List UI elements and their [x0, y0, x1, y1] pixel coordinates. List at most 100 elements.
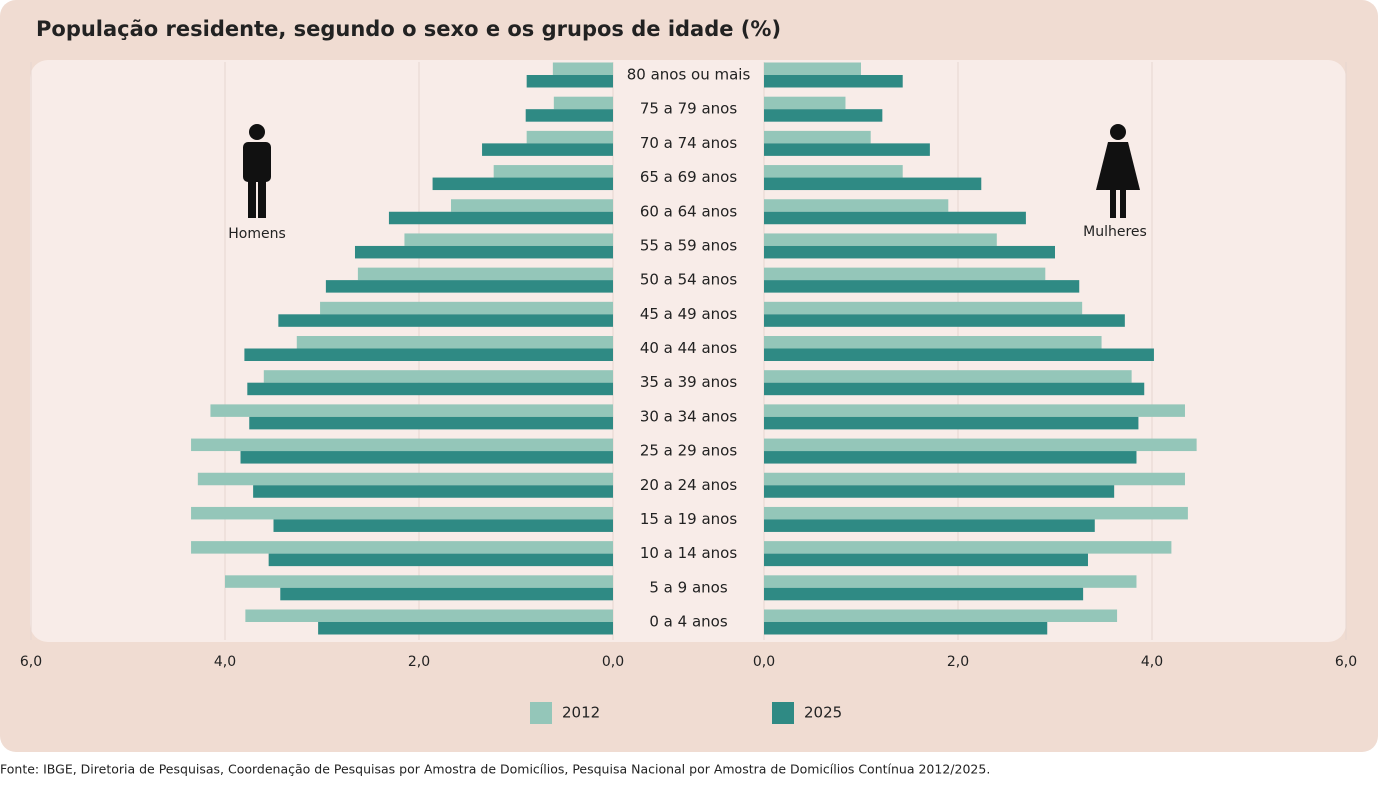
category-label: 5 a 9 anos — [649, 578, 727, 596]
bar — [764, 62, 861, 75]
bar — [764, 143, 930, 156]
bar — [318, 622, 613, 635]
bar — [764, 314, 1125, 327]
panel-label: Mulheres — [1083, 224, 1147, 240]
category-label: 10 a 14 anos — [640, 544, 738, 562]
bar — [249, 416, 613, 430]
category-label: 40 a 44 anos — [640, 339, 738, 357]
bar — [263, 370, 613, 383]
category-label: 80 anos ou mais — [627, 66, 751, 84]
bar — [764, 199, 949, 212]
bar — [432, 177, 613, 191]
x-tick-label: 4,0 — [214, 654, 236, 670]
category-label: 55 a 59 anos — [640, 236, 738, 254]
bar — [764, 575, 1137, 588]
bar — [296, 336, 613, 349]
man-icon — [243, 124, 271, 218]
bar — [553, 96, 613, 110]
category-label: 15 a 19 anos — [640, 510, 738, 528]
bar — [354, 245, 613, 259]
bar — [325, 280, 613, 293]
legend-label: 2012 — [562, 704, 600, 722]
bar — [764, 165, 903, 178]
bar — [451, 199, 613, 212]
bar — [764, 267, 1046, 281]
category-label: 30 a 34 anos — [640, 407, 738, 425]
bar — [764, 541, 1172, 554]
bar — [240, 451, 613, 464]
category-label: 25 a 29 anos — [640, 442, 738, 460]
bar — [764, 451, 1137, 464]
bar — [191, 438, 614, 452]
bar — [245, 609, 613, 622]
bar — [764, 336, 1102, 349]
category-label: 0 a 4 anos — [649, 613, 727, 631]
bar — [764, 609, 1118, 622]
bar — [357, 267, 613, 281]
bar — [278, 314, 613, 327]
bar — [764, 438, 1197, 452]
x-tick-label: 0,0 — [753, 654, 775, 670]
bar — [404, 233, 613, 246]
bar — [247, 382, 613, 396]
bar — [764, 587, 1084, 601]
bar — [764, 553, 1088, 567]
bar — [526, 75, 613, 88]
bar — [764, 233, 997, 246]
bar — [280, 587, 613, 601]
bar — [197, 472, 613, 486]
legend-label: 2025 — [804, 704, 842, 722]
bar — [764, 416, 1139, 430]
bar — [764, 404, 1185, 417]
bar — [764, 280, 1080, 293]
bar — [764, 130, 871, 144]
bar — [764, 370, 1132, 383]
category-label: 70 a 74 anos — [640, 134, 738, 152]
legend-swatch — [530, 702, 552, 724]
bar — [764, 301, 1083, 315]
bar — [191, 506, 614, 520]
bar — [764, 622, 1048, 635]
bar — [764, 245, 1055, 259]
bar — [525, 109, 613, 122]
bar — [764, 485, 1115, 498]
bar — [253, 485, 613, 498]
bar — [526, 130, 613, 144]
legend-swatch — [772, 702, 794, 724]
x-tick-label: 2,0 — [408, 654, 430, 670]
bar — [764, 109, 883, 122]
bar — [764, 382, 1145, 396]
category-label: 20 a 24 anos — [640, 476, 738, 494]
bar — [273, 519, 613, 532]
bar — [764, 75, 903, 88]
x-tick-label: 6,0 — [1335, 654, 1357, 670]
bar — [244, 348, 613, 361]
bar — [764, 519, 1095, 532]
bar — [493, 165, 613, 178]
bar — [764, 348, 1154, 361]
bar — [764, 211, 1026, 225]
chart-title: População residente, segundo o sexo e os… — [36, 17, 781, 41]
x-tick-label: 6,0 — [20, 654, 42, 670]
category-label: 75 a 79 anos — [640, 100, 738, 118]
x-tick-label: 4,0 — [1141, 654, 1163, 670]
bar — [210, 404, 613, 417]
woman-icon — [1096, 124, 1140, 218]
bar — [388, 211, 613, 225]
bar — [320, 301, 613, 315]
bar — [482, 143, 613, 156]
bar — [764, 506, 1188, 520]
x-tick-label: 0,0 — [602, 654, 624, 670]
category-label: 65 a 69 anos — [640, 168, 738, 186]
category-label: 60 a 64 anos — [640, 202, 738, 220]
panel-label: Homens — [228, 226, 286, 242]
bar — [552, 62, 613, 75]
x-tick-label: 2,0 — [947, 654, 969, 670]
bar — [764, 96, 846, 110]
category-label: 35 a 39 anos — [640, 373, 738, 391]
bar — [225, 575, 613, 588]
bar — [268, 553, 613, 567]
source: Fonte: IBGE, Diretoria de Pesquisas, Coo… — [0, 762, 990, 777]
